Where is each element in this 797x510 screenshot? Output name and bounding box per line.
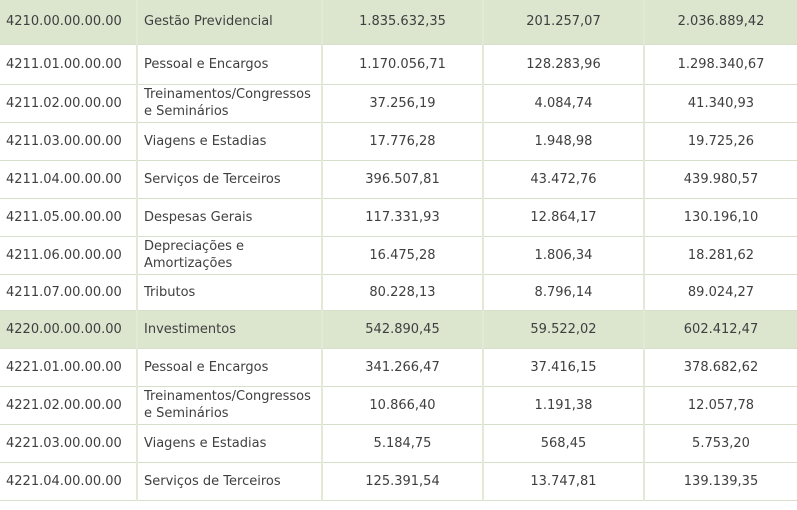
value-col-1: 542.890,45	[322, 310, 484, 349]
table-row-group: 4220.00.00.00.00 Investimentos 542.890,4…	[0, 310, 797, 349]
value-col-3: 602.412,47	[644, 310, 797, 349]
value-col-2: 1.806,34	[483, 236, 645, 275]
table-row: 4221.04.00.00.00 Serviços de Terceiros 1…	[0, 462, 797, 501]
value-col-2: 128.283,96	[483, 44, 645, 85]
table-row: 4211.06.00.00.00 Depreciações e Amortiza…	[0, 236, 797, 275]
value-col-3: 89.024,27	[644, 274, 797, 311]
account-description: Viagens e Estadias	[137, 424, 323, 463]
value-col-2: 43.472,76	[483, 160, 645, 199]
table-row: 4211.02.00.00.00 Treinamentos/Congressos…	[0, 84, 797, 123]
value-col-2: 59.522,02	[483, 310, 645, 349]
table-row: 4211.07.00.00.00 Tributos 80.228,13 8.79…	[0, 274, 797, 311]
value-col-1: 117.331,93	[322, 198, 484, 237]
account-code: 4211.06.00.00.00	[0, 236, 138, 275]
value-col-2: 1.191,38	[483, 386, 645, 425]
value-col-3: 130.196,10	[644, 198, 797, 237]
account-description: Serviços de Terceiros	[137, 160, 323, 199]
account-description: Serviços de Terceiros	[137, 462, 323, 501]
value-col-1: 125.391,54	[322, 462, 484, 501]
value-col-1: 37.256,19	[322, 84, 484, 123]
value-col-2: 4.084,74	[483, 84, 645, 123]
value-col-1: 17.776,28	[322, 122, 484, 161]
value-col-2: 568,45	[483, 424, 645, 463]
value-col-2: 12.864,17	[483, 198, 645, 237]
value-col-2: 8.796,14	[483, 274, 645, 311]
value-col-3: 18.281,62	[644, 236, 797, 275]
table-row: 4211.05.00.00.00 Despesas Gerais 117.331…	[0, 198, 797, 237]
table-row: 4211.04.00.00.00 Serviços de Terceiros 3…	[0, 160, 797, 199]
account-description: Tributos	[137, 274, 323, 311]
account-description: Treinamentos/Congressos e Seminários	[137, 84, 323, 123]
value-col-1: 1.170.056,71	[322, 44, 484, 85]
table-row: 4221.01.00.00.00 Pessoal e Encargos 341.…	[0, 348, 797, 387]
account-description: Investimentos	[137, 310, 323, 349]
account-code: 4211.05.00.00.00	[0, 198, 138, 237]
account-description: Treinamentos/Congressos e Seminários	[137, 386, 323, 425]
value-col-1: 1.835.632,35	[322, 0, 484, 45]
account-code: 4211.07.00.00.00	[0, 274, 138, 311]
value-col-1: 396.507,81	[322, 160, 484, 199]
value-col-3: 41.340,93	[644, 84, 797, 123]
value-col-3: 5.753,20	[644, 424, 797, 463]
value-col-1: 80.228,13	[322, 274, 484, 311]
account-code: 4210.00.00.00.00	[0, 0, 138, 45]
table-row: 4221.02.00.00.00 Treinamentos/Congressos…	[0, 386, 797, 425]
table-row: 4211.01.00.00.00 Pessoal e Encargos 1.17…	[0, 44, 797, 85]
account-code: 4220.00.00.00.00	[0, 310, 138, 349]
account-description: Viagens e Estadias	[137, 122, 323, 161]
value-col-2: 201.257,07	[483, 0, 645, 45]
value-col-3: 12.057,78	[644, 386, 797, 425]
account-code: 4211.04.00.00.00	[0, 160, 138, 199]
account-code: 4221.01.00.00.00	[0, 348, 138, 387]
value-col-1: 5.184,75	[322, 424, 484, 463]
value-col-2: 1.948,98	[483, 122, 645, 161]
value-col-3: 439.980,57	[644, 160, 797, 199]
account-description: Depreciações e Amortizações	[137, 236, 323, 275]
table-row: 4211.03.00.00.00 Viagens e Estadias 17.7…	[0, 122, 797, 161]
value-col-1: 16.475,28	[322, 236, 484, 275]
value-col-2: 37.416,15	[483, 348, 645, 387]
account-code: 4211.02.00.00.00	[0, 84, 138, 123]
value-col-3: 19.725,26	[644, 122, 797, 161]
value-col-1: 10.866,40	[322, 386, 484, 425]
account-description: Pessoal e Encargos	[137, 44, 323, 85]
account-code: 4221.04.00.00.00	[0, 462, 138, 501]
value-col-1: 341.266,47	[322, 348, 484, 387]
account-description: Pessoal e Encargos	[137, 348, 323, 387]
account-code: 4211.03.00.00.00	[0, 122, 138, 161]
table-row-group: 4210.00.00.00.00 Gestão Previdencial 1.8…	[0, 0, 797, 45]
account-code: 4211.01.00.00.00	[0, 44, 138, 85]
value-col-3: 378.682,62	[644, 348, 797, 387]
account-code: 4221.02.00.00.00	[0, 386, 138, 425]
value-col-3: 1.298.340,67	[644, 44, 797, 85]
value-col-3: 2.036.889,42	[644, 0, 797, 45]
account-description: Despesas Gerais	[137, 198, 323, 237]
account-description: Gestão Previdencial	[137, 0, 323, 45]
table-row: 4221.03.00.00.00 Viagens e Estadias 5.18…	[0, 424, 797, 463]
value-col-2: 13.747,81	[483, 462, 645, 501]
value-col-3: 139.139,35	[644, 462, 797, 501]
account-code: 4221.03.00.00.00	[0, 424, 138, 463]
